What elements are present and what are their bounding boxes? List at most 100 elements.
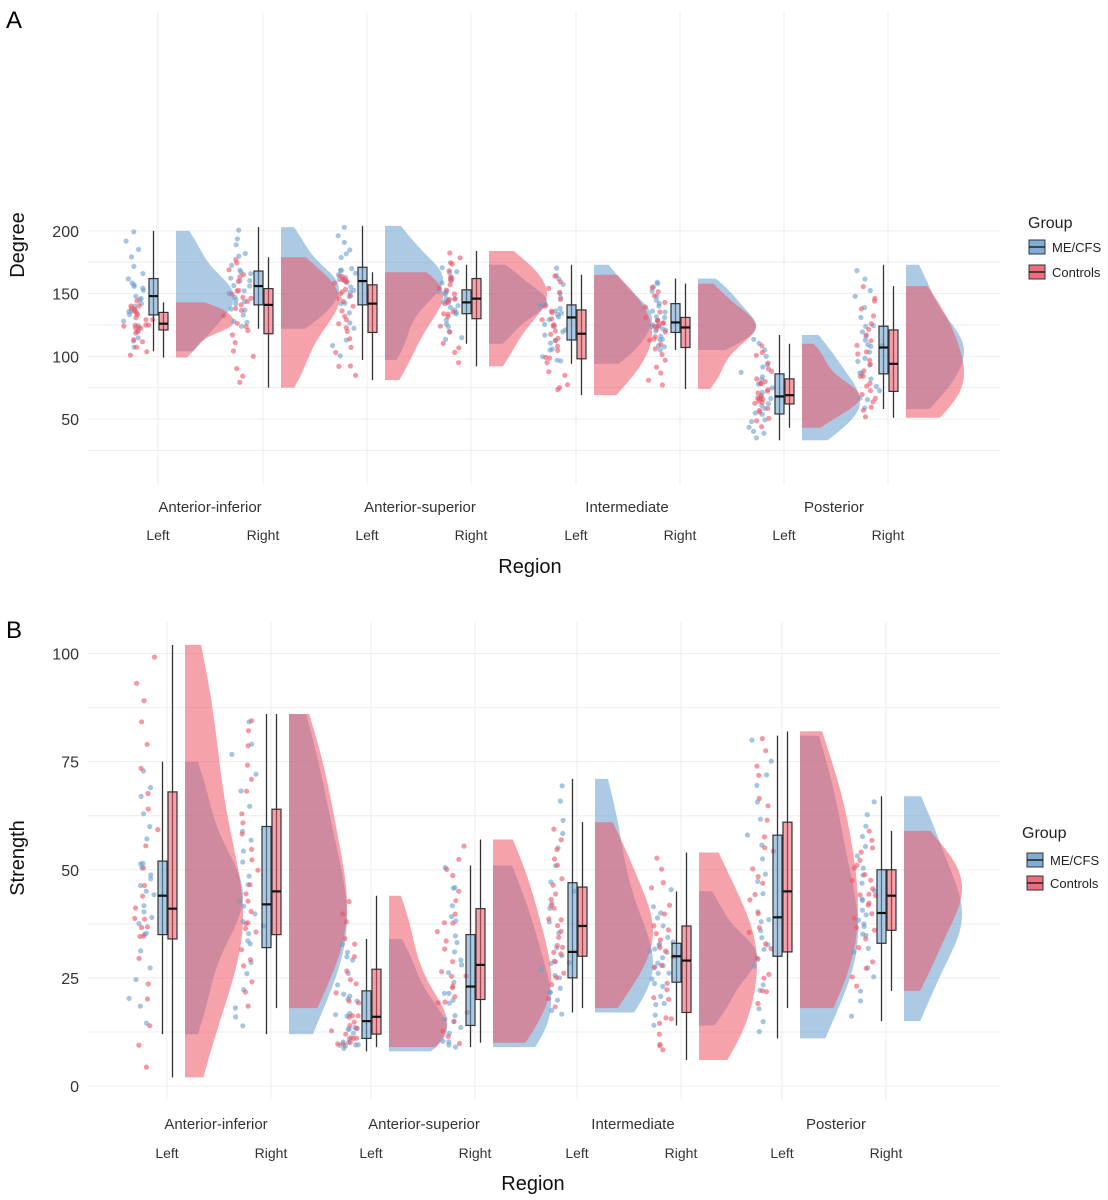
panel-b-controls-anterior-superior-right-point <box>452 994 458 1000</box>
panel-a-density-clouds <box>176 225 964 441</box>
panel-b-controls-posterior-right-point <box>869 911 875 917</box>
panel-a-controls-posterior-right-point <box>870 313 877 319</box>
panel-b-me-cfs-posterior-left-point <box>754 782 760 789</box>
panel-b-controls-anterior-inferior-right-point <box>239 831 245 837</box>
panel-a-controls-anterior-superior-left-point <box>336 363 342 369</box>
panel-a-controls-anterior-inferior-left-point <box>128 303 134 309</box>
panel-a-me-cfs-anterior-superior-right-point <box>443 336 449 342</box>
panel-b-me-cfs-posterior-right-point <box>859 880 865 886</box>
panel-b-legend-key-mecfs <box>1026 852 1044 868</box>
panel-b-controls-anterior-superior-left-point <box>352 941 358 947</box>
panel-b-controls-anterior-inferior-right-point <box>247 957 254 963</box>
panel-b-controls-anterior-superior-left-point <box>355 1013 361 1019</box>
panel-a-me-cfs-anterior-superior-left-point <box>348 284 354 290</box>
panel-b-density-clouds <box>185 644 962 1078</box>
panel-b-controls-anterior-superior-right-point <box>450 872 456 879</box>
panel-a-controls-anterior-inferior-left-point <box>143 322 149 328</box>
panel-a-me-cfs-posterior-right-point <box>852 293 858 299</box>
panel-a-me-cfs-anterior-inferior-right-point <box>228 275 234 281</box>
panel-a-me-cfs-anterior-superior-right-point <box>439 280 445 286</box>
panel-b-controls-posterior-right-point <box>870 886 876 892</box>
panel-a-controls-posterior-left-point <box>758 424 765 430</box>
panel-b-controls-intermediate-left-point <box>545 996 552 1002</box>
panel-a-controls-intermediate-left-point <box>552 328 558 334</box>
panel-a-me-cfs-posterior-right-point <box>862 355 868 361</box>
panel-a-me-cfs-posterior-left-point <box>769 385 775 391</box>
panel-a-controls-anterior-superior-left-point <box>343 325 349 331</box>
panel-a-me-cfs-posterior-left-point <box>750 428 757 434</box>
panel-b-me-cfs-intermediate-right-point <box>652 946 658 952</box>
panel-a-me-cfs-anterior-inferior-left-point <box>133 293 139 299</box>
panel-b-me-cfs-posterior-right-point <box>848 1013 855 1019</box>
panel-a-side-label-anterior-inferior-right: Right <box>247 527 280 543</box>
panel-a-me-cfs-anterior-inferior-right-point <box>236 253 242 259</box>
panel-b-me-cfs-intermediate-right-point <box>660 955 666 961</box>
panel-b-me-cfs-anterior-superior-left-point <box>339 941 345 947</box>
panel-b-controls-anterior-inferior-left-point <box>145 806 151 812</box>
panel-a-me-cfs-posterior-left-point <box>760 364 766 370</box>
panel-a-region-label-intermediate: Intermediate <box>585 499 668 516</box>
panel-a-y-tick-label: 50 <box>61 412 79 429</box>
panel-b-me-cfs-anterior-superior-left-point <box>344 949 351 956</box>
panel-b-controls-intermediate-right-point <box>657 945 663 951</box>
panel-b-controls-posterior-left-point <box>763 748 769 754</box>
panel-a-boxplots <box>148 225 899 441</box>
panel-b-me-cfs-anterior-superior-right-point <box>446 1039 452 1045</box>
panel-b-me-cfs-intermediate-right-point <box>653 1002 659 1008</box>
panel-b-me-cfs-anterior-superior-left-box <box>361 990 372 1040</box>
panel-a-me-cfs-posterior-right-point <box>865 342 871 348</box>
panel-b-controls-posterior-right-point <box>854 862 860 868</box>
panel-a-me-cfs-anterior-inferior-right-point <box>237 267 243 273</box>
panel-b-controls-posterior-left-point <box>755 911 761 917</box>
panel-b-controls-intermediate-left-density <box>595 822 653 1009</box>
panel-b-controls-anterior-inferior-left-point <box>144 996 151 1002</box>
panel-b-label: B <box>6 617 22 644</box>
panel-a-me-cfs-posterior-right-point <box>854 268 860 274</box>
panel-a-me-cfs-intermediate-left-point <box>557 305 563 312</box>
panel-b-me-cfs-anterior-inferior-left-point <box>136 921 142 927</box>
panel-b-me-cfs-posterior-right-point <box>859 896 865 902</box>
panel-b-controls-anterior-inferior-right-point <box>249 857 255 863</box>
panel-a-me-cfs-anterior-inferior-right-point <box>229 262 235 268</box>
panel-a-data-points <box>121 224 885 441</box>
panel-b-controls-intermediate-right-point <box>668 1016 674 1022</box>
panel-b-me-cfs-intermediate-right-box <box>671 942 682 983</box>
panel-a-me-cfs-anterior-superior-left-point <box>347 320 353 326</box>
panel-b-controls-intermediate-left-point <box>556 934 562 940</box>
panel-b-me-cfs-intermediate-left-point <box>549 1007 555 1014</box>
panel-a-me-cfs-anterior-inferior-right-point <box>244 319 250 325</box>
panel-b-controls-anterior-superior-right-point <box>445 1033 451 1040</box>
panel-b-me-cfs-anterior-inferior-right-point <box>252 911 258 917</box>
panel-b-me-cfs-anterior-inferior-left-point <box>143 888 149 894</box>
panel-b-controls-anterior-inferior-right-point <box>245 743 251 749</box>
panel-a-controls-intermediate-left-point <box>544 360 550 366</box>
panel-b-controls-anterior-inferior-left-point <box>147 1023 153 1029</box>
panel-b-me-cfs-anterior-inferior-left-point <box>138 793 144 800</box>
panel-a-controls-intermediate-left-point <box>548 308 555 314</box>
panel-a-controls-anterior-superior-left-point <box>333 349 339 356</box>
panel-b-controls-posterior-left-point <box>763 941 769 947</box>
panel-a-side-label-posterior-right: Right <box>872 527 905 543</box>
panel-b-legend-label-mecfs: ME/CFS <box>1050 853 1099 868</box>
panel-b-me-cfs-anterior-inferior-right-point <box>245 938 251 944</box>
panel-a-axis-labels: 50 100 150 200 Anterior-inferior Left Right Ant… <box>52 224 904 543</box>
panel-b-controls-anterior-inferior-right-point <box>249 718 255 724</box>
panel-b-controls-posterior-right-density <box>904 830 962 991</box>
panel-a-me-cfs-posterior-left-point <box>751 336 757 342</box>
panel-b-controls-anterior-inferior-right-point <box>243 891 249 897</box>
panel-a-controls-anterior-superior-left-point <box>340 298 346 305</box>
panel-a-controls-anterior-superior-left-density <box>385 272 443 381</box>
panel-a-controls-intermediate-right-point <box>642 304 649 310</box>
panel-a-controls-anterior-inferior-left-point <box>144 349 150 355</box>
panel-a-me-cfs-anterior-inferior-left-point <box>135 335 141 341</box>
panel-b-me-cfs-intermediate-right-point <box>649 976 655 982</box>
panel-a-me-cfs-anterior-inferior-left-point <box>131 282 137 288</box>
panel-b-controls-intermediate-left-point <box>558 951 564 957</box>
panel-a-controls-posterior-left-point <box>757 409 763 415</box>
panel-b-controls-anterior-superior-left-point <box>346 998 352 1004</box>
panel-b-controls-posterior-right-point <box>856 945 862 951</box>
panel-a-controls-intermediate-right-point <box>645 377 652 383</box>
panel-b-me-cfs-anterior-superior-right-point <box>450 885 456 891</box>
panel-a-me-cfs-posterior-right-point <box>873 383 880 389</box>
panel-a-controls-intermediate-left-point <box>539 317 545 323</box>
